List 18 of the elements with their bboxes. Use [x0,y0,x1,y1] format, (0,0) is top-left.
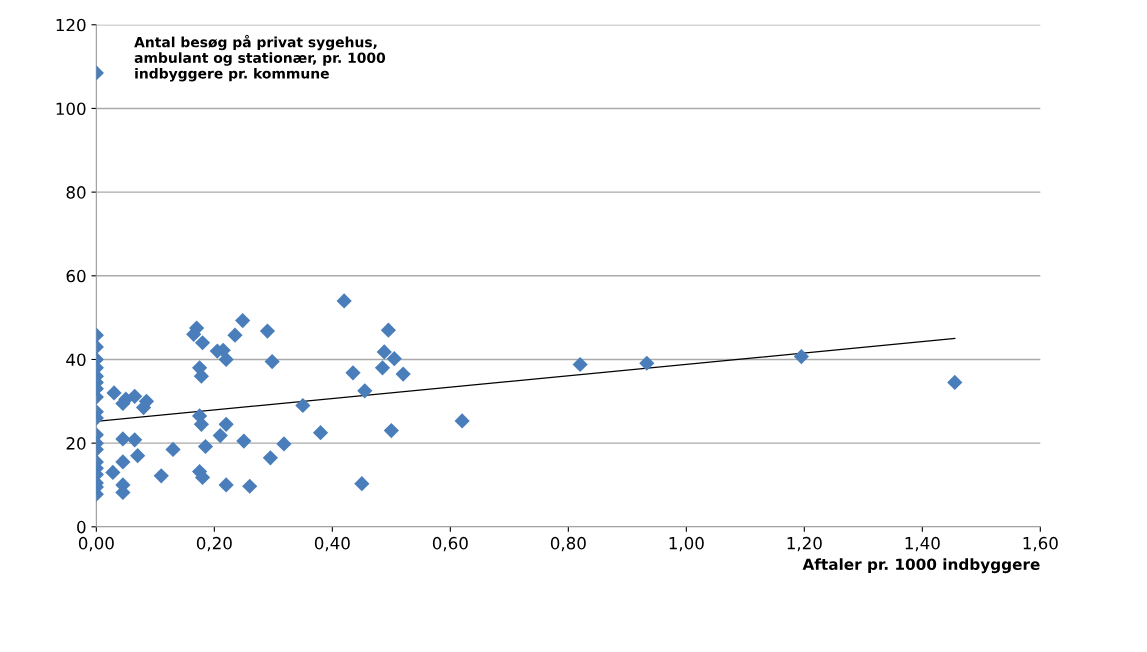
x-axis-title: Aftaler pr. 1000 indbyggere [802,558,1040,574]
x-tick-label: 0,20 [196,536,232,552]
y-tick-label: 60 [66,269,86,283]
annotation: Antal besøg på privat sygehus, ambulant og stationær, pr. 1000 indbyggere pr. kommune [134,34,386,82]
y-tick-label: 0 [77,520,86,534]
y-tick-label: 40 [66,353,86,367]
x-tick-label: 0,80 [550,536,586,552]
x-tick-label: 1,40 [905,536,940,552]
x-tick-label: 1,20 [787,536,822,552]
y-tick-label: 100 [56,102,86,116]
y-tick-label: 80 [66,186,86,199]
x-tick-label: 1,00 [669,536,704,552]
x-tick-label: 0,60 [432,536,468,552]
y-tick-label: 120 [56,18,86,32]
x-tick-label: 0,40 [314,536,350,552]
x-tick-label: 0,00 [78,536,114,552]
x-tick-label: 1,60 [1023,536,1058,552]
y-tick-label: 20 [66,437,86,450]
